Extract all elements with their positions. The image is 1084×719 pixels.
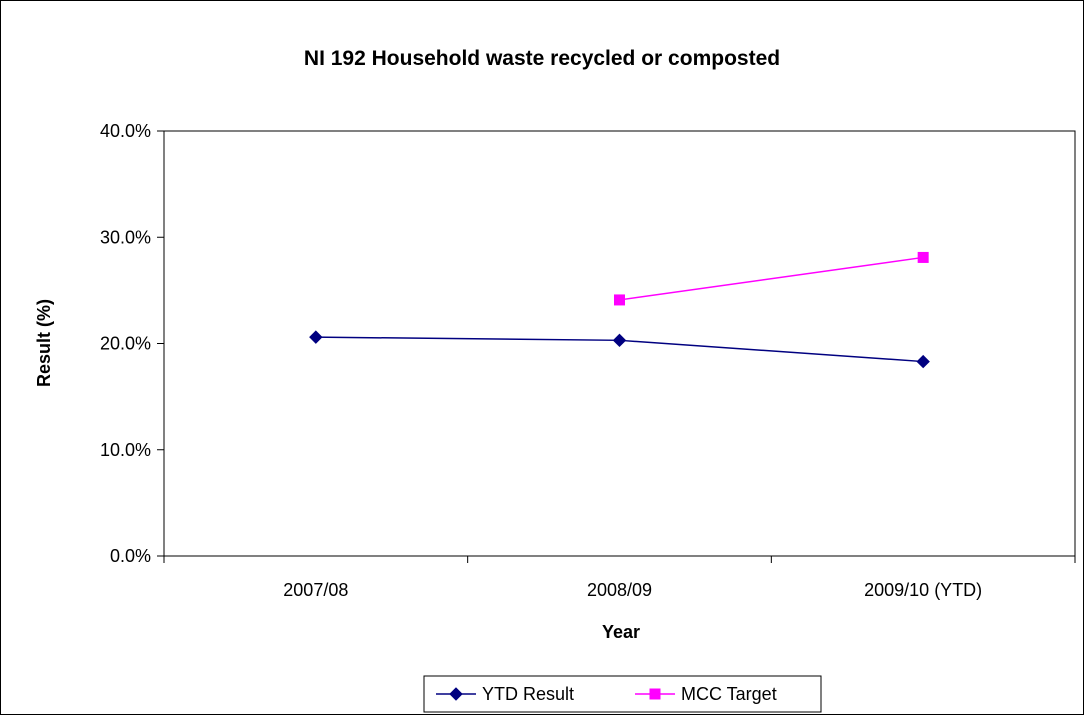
- legend: YTD Result MCC Target: [423, 675, 822, 713]
- legend-label: YTD Result: [482, 684, 574, 704]
- data-point: [309, 330, 323, 344]
- series-line: [619, 256, 924, 301]
- legend-swatch-marker: [449, 687, 463, 701]
- legend-label: MCC Target: [681, 684, 777, 704]
- x-tick-label: 2009/10 (YTD): [864, 580, 982, 600]
- chart-title: NI 192 Household waste recycled or compo…: [304, 47, 780, 70]
- legend-swatch-marker: [649, 688, 661, 700]
- x-axis-ticks: 2007/08 2008/09 2009/10 (YTD): [163, 556, 1076, 600]
- legend-box: [423, 675, 822, 713]
- legend-item: MCC Target: [635, 684, 777, 704]
- data-point: [917, 251, 929, 263]
- series-2: [614, 251, 929, 306]
- y-tick-label: 30.0%: [100, 227, 151, 247]
- y-tick-label: 20.0%: [100, 334, 151, 354]
- y-axis-title: Result (%): [34, 299, 54, 387]
- y-tick-label: 10.0%: [100, 440, 151, 460]
- series-1: [309, 330, 930, 369]
- y-tick-label: 0.0%: [110, 546, 151, 566]
- y-axis-ticks: 0.0% 10.0% 20.0% 30.0% 40.0%: [100, 121, 164, 566]
- data-point: [614, 294, 625, 306]
- legend-item: YTD Result: [436, 684, 574, 704]
- data-point: [916, 354, 930, 369]
- x-tick-label: 2007/08: [283, 580, 348, 600]
- data-point: [612, 333, 627, 348]
- series-layer: [309, 251, 930, 369]
- y-tick-label: 40.0%: [100, 121, 151, 141]
- x-axis-title: Year: [602, 622, 640, 642]
- x-tick-label: 2008/09: [587, 580, 652, 600]
